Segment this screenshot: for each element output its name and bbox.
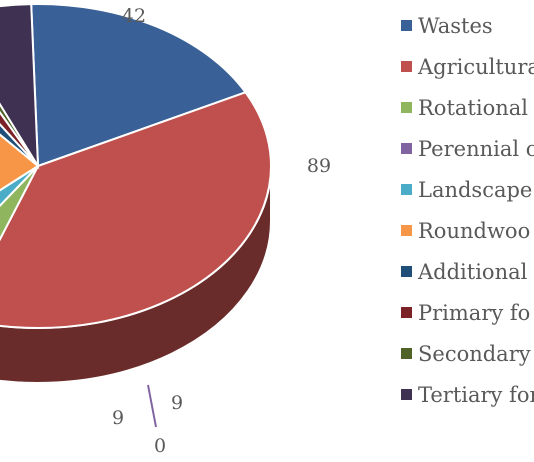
legend-item-landscape: Landscape: [401, 169, 534, 210]
legend-item-additional: Additional: [401, 251, 534, 292]
legend-swatch: [401, 61, 412, 72]
leader-line-perennial: [147, 384, 157, 428]
pie-slices: [0, 3, 272, 329]
legend-item-primary-forest: Primary fo: [401, 292, 534, 333]
legend-item-secondary-forest: Secondary: [401, 333, 534, 374]
data-label-wastes: 42: [122, 5, 146, 27]
legend-swatch: [401, 348, 412, 359]
legend-item-agricultural: Agricultura: [401, 46, 534, 87]
pie-slice-roundwood: [0, 133, 40, 192]
legend-item-tertiary-forest: Tertiary for: [401, 374, 534, 415]
data-label-rotational: 9: [171, 392, 183, 414]
legend-label: Landscape: [418, 177, 533, 202]
legend-label: Rotational: [418, 95, 528, 120]
pie-slice-rotational: [0, 165, 39, 242]
legend-label: Perennial c: [418, 136, 534, 161]
legend-item-roundwood: Roundwoo: [401, 210, 534, 251]
legend-label: Agricultura: [418, 54, 534, 79]
pie-slice-tertiary-forest: [0, 3, 40, 170]
legend-swatch: [401, 266, 412, 277]
legend-item-perennial: Perennial c: [401, 128, 534, 169]
legend-swatch: [401, 20, 412, 31]
legend-label: Roundwoo: [418, 218, 531, 243]
legend-item-rotational: Rotational: [401, 87, 534, 128]
data-label-perennial: 0: [154, 435, 166, 457]
legend-item-wastes: Wastes: [401, 5, 534, 46]
legend-swatch: [401, 307, 412, 318]
legend-swatch: [401, 225, 412, 236]
legend-label: Wastes: [418, 13, 493, 38]
legend-swatch: [401, 102, 412, 113]
legend-label: Primary fo: [418, 300, 531, 325]
legend-label: Additional: [418, 259, 528, 284]
legend-swatch: [401, 389, 412, 400]
data-label-agricultural: 89: [307, 155, 331, 177]
legend-label: Secondary: [418, 341, 531, 366]
legend-swatch: [401, 143, 412, 154]
legend-swatch: [401, 184, 412, 195]
pie-slice-wastes: [30, 3, 248, 168]
legend: Wastes Agricultura Rotational Perennial c La…: [401, 5, 534, 415]
data-label-landscape: 9: [112, 407, 124, 429]
pie-slice-agricultural: [0, 91, 272, 329]
legend-label: Tertiary for: [418, 382, 534, 407]
